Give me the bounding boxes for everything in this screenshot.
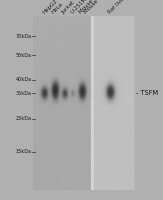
Text: Mouse heart: Mouse heart bbox=[78, 0, 106, 15]
Text: 15kDa: 15kDa bbox=[16, 149, 32, 154]
Bar bbox=[94, 16, 134, 190]
Text: 55kDa: 55kDa bbox=[16, 53, 32, 58]
Text: 35kDa: 35kDa bbox=[16, 91, 32, 96]
Text: HepG2: HepG2 bbox=[42, 0, 58, 15]
Text: Jurkat: Jurkat bbox=[61, 0, 76, 15]
Text: Mouse liver: Mouse liver bbox=[83, 0, 109, 15]
Text: 70kDa: 70kDa bbox=[16, 34, 32, 39]
Text: 40kDa: 40kDa bbox=[16, 77, 32, 82]
Text: Rat liver: Rat liver bbox=[107, 0, 126, 15]
Text: HeLa: HeLa bbox=[51, 2, 65, 15]
Text: 25kDa: 25kDa bbox=[16, 116, 32, 121]
Text: U-251MG: U-251MG bbox=[69, 0, 91, 15]
Text: - TSFM: - TSFM bbox=[136, 90, 158, 96]
Bar bbox=[33, 16, 91, 190]
Bar bbox=[91, 16, 94, 190]
